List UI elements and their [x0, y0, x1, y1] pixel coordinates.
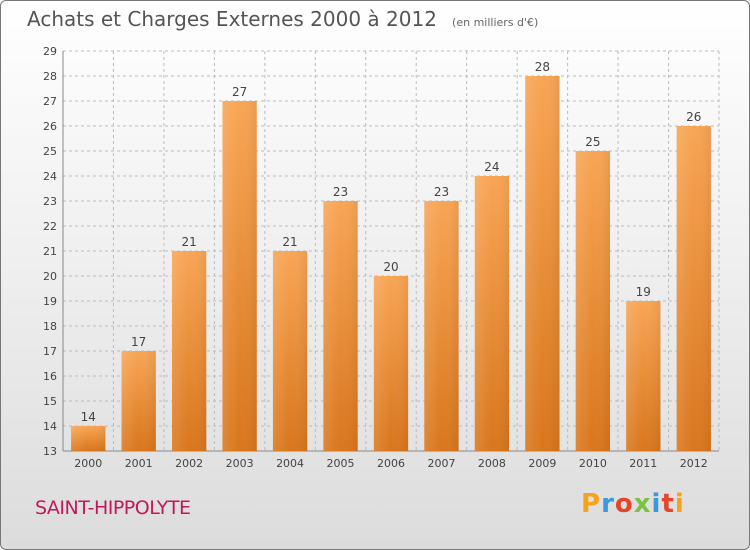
brand-logo: Proxiti	[581, 489, 685, 519]
bar-shade-2006	[373, 276, 409, 451]
x-tick-label: 2004	[276, 457, 304, 470]
x-tick-label: 2007	[427, 457, 455, 470]
bar-shade-2004	[272, 251, 308, 451]
data-label: 25	[585, 135, 600, 149]
y-tick-label: 24	[43, 170, 57, 183]
bar-shade-2002	[171, 251, 207, 451]
data-labels: 14 17 21 27 21 23 20 23 24 28 25 19 26	[81, 60, 702, 424]
y-tick-label: 28	[43, 70, 57, 83]
x-tick-label: 2008	[478, 457, 506, 470]
bar-shade-2009	[525, 76, 560, 451]
x-tick-label: 2003	[226, 457, 254, 470]
x-tick-label: 2011	[629, 457, 657, 470]
bar-shade-2007	[424, 201, 459, 451]
y-tick-label: 29	[43, 45, 57, 58]
brand-letter: r	[601, 489, 615, 519]
x-tick-label: 2001	[125, 457, 153, 470]
chart-title: Achats et Charges Externes 2000 à 2012	[27, 7, 437, 31]
brand-letter: P	[581, 489, 602, 519]
data-label: 26	[686, 110, 701, 124]
data-label: 28	[535, 60, 550, 74]
bar-shade-2000	[71, 426, 106, 451]
brand-letter: t	[661, 489, 675, 519]
brand-letter: x	[633, 489, 652, 519]
bars	[71, 76, 711, 451]
bar-shade-2011	[626, 301, 661, 451]
data-label: 23	[434, 185, 449, 199]
axes: 13 14 15 16 17 18 19 20 21 22 23 24 25 26 27 28 29 2000 20…	[43, 45, 719, 470]
title-row: Achats et Charges Externes 2000 à 2012 (…	[27, 7, 538, 31]
y-tick-label: 18	[43, 320, 57, 333]
chart-subtitle: (en milliers d'€)	[452, 16, 539, 29]
x-tick-label: 2000	[74, 457, 102, 470]
y-tick-label: 16	[43, 370, 57, 383]
bar-shade-2012	[676, 126, 711, 451]
y-tick-label: 17	[43, 345, 57, 358]
city-name: SAINT-HIPPOLYTE	[35, 497, 191, 519]
x-tick-label: 2012	[680, 457, 708, 470]
brand-letter: i	[651, 489, 662, 519]
bar-shade-2003	[222, 101, 257, 451]
x-tick-label: 2006	[377, 457, 405, 470]
y-tick-label: 27	[43, 95, 57, 108]
brand-letter: i	[674, 489, 685, 519]
y-tick-label: 26	[43, 120, 57, 133]
y-tick-label: 21	[43, 245, 57, 258]
y-tick-label: 25	[43, 145, 57, 158]
data-label: 19	[636, 285, 651, 299]
y-tick-label: 13	[43, 445, 57, 458]
bar-shade-2001	[121, 351, 156, 451]
data-label: 21	[182, 235, 197, 249]
y-tick-label: 23	[43, 195, 57, 208]
data-label: 21	[282, 235, 297, 249]
x-tick-label: 2005	[327, 457, 355, 470]
y-tick-label: 15	[43, 395, 57, 408]
y-tick-label: 19	[43, 295, 57, 308]
data-label: 23	[333, 185, 348, 199]
brand-letter: o	[614, 489, 634, 519]
y-tick-label: 20	[43, 270, 57, 283]
data-label: 14	[81, 410, 96, 424]
data-label: 20	[383, 260, 398, 274]
y-tick-label: 14	[43, 420, 57, 433]
x-tick-label: 2010	[579, 457, 607, 470]
data-label: 27	[232, 85, 247, 99]
x-tick-label: 2009	[528, 457, 556, 470]
x-tick-label: 2002	[175, 457, 203, 470]
bar-shade-2005	[323, 201, 358, 451]
data-label: 24	[484, 160, 499, 174]
bar-shade-2008	[474, 176, 510, 451]
y-tick-label: 22	[43, 220, 57, 233]
bar-shade-2010	[575, 151, 611, 451]
data-label: 17	[131, 335, 146, 349]
